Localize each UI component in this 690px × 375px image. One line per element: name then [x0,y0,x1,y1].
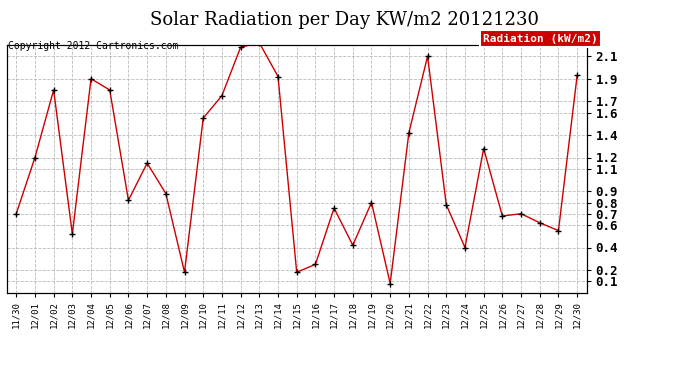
Text: Copyright 2012 Cartronics.com: Copyright 2012 Cartronics.com [8,41,179,51]
Text: Solar Radiation per Day KW/m2 20121230: Solar Radiation per Day KW/m2 20121230 [150,11,540,29]
Text: Radiation (kW/m2): Radiation (kW/m2) [483,34,598,44]
